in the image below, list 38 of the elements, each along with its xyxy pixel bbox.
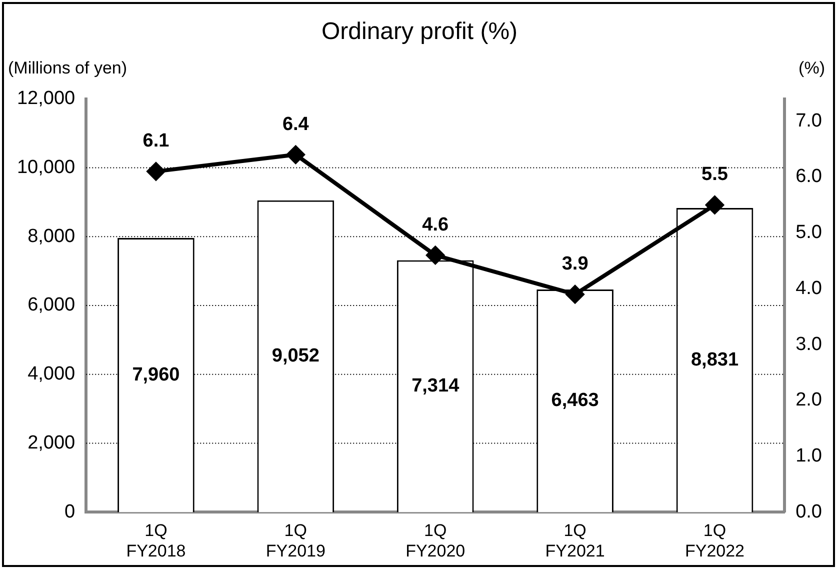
y2-tick-label: 5.0 (796, 222, 822, 244)
y-axis-title: (Millions of yen) (8, 58, 128, 78)
y2-axis-title: (%) (798, 58, 825, 78)
data-label: 7,314 (412, 375, 460, 396)
x-tick-label: 1Q FY2020 (406, 521, 466, 560)
data-label: 6,463 (551, 390, 599, 412)
data-label: 6.1 (142, 130, 170, 152)
y-tick-label: 8,000 (28, 226, 76, 247)
y2-tick-label: 1.0 (796, 446, 822, 467)
data-label: 8,831 (690, 349, 739, 370)
x-tick-label: 1Q FY2019 (266, 521, 326, 560)
data-label: 5.5 (702, 164, 728, 186)
y2-tick-label: 6.0 (796, 166, 822, 188)
y-tick-label: 12,000 (16, 88, 76, 110)
point (706, 196, 724, 214)
y-tick-label: 4,000 (28, 364, 76, 385)
x-tick-label: 1Q FY2022 (684, 521, 745, 560)
y-tick-label: 6,000 (28, 294, 76, 316)
x-tick-label: 1Q FY2021 (545, 521, 605, 560)
chart-title: Ordinary profit (%) (321, 18, 518, 46)
y-tick-label: 0 (64, 501, 76, 522)
x-tick-label: 1Q FY2018 (126, 521, 186, 560)
y2-tick-label: 3.0 (796, 334, 822, 355)
y2-tick-label: 4.0 (796, 278, 822, 299)
data-label: 6.4 (282, 114, 310, 135)
data-label: 9,052 (272, 346, 320, 367)
y-tick-label: 10,000 (16, 156, 76, 178)
data-label: 3.9 (562, 254, 588, 275)
y-tick-label: 2,000 (28, 432, 76, 454)
point (146, 162, 165, 180)
point (426, 246, 444, 264)
data-label: 7,960 (132, 364, 180, 386)
data-label: 4.6 (422, 214, 449, 236)
y2-tick-label: 7.0 (796, 110, 822, 132)
point (286, 146, 305, 164)
point (566, 285, 584, 304)
y2-tick-label: 2.0 (796, 390, 822, 411)
y2-tick-label: 0.0 (796, 501, 822, 522)
